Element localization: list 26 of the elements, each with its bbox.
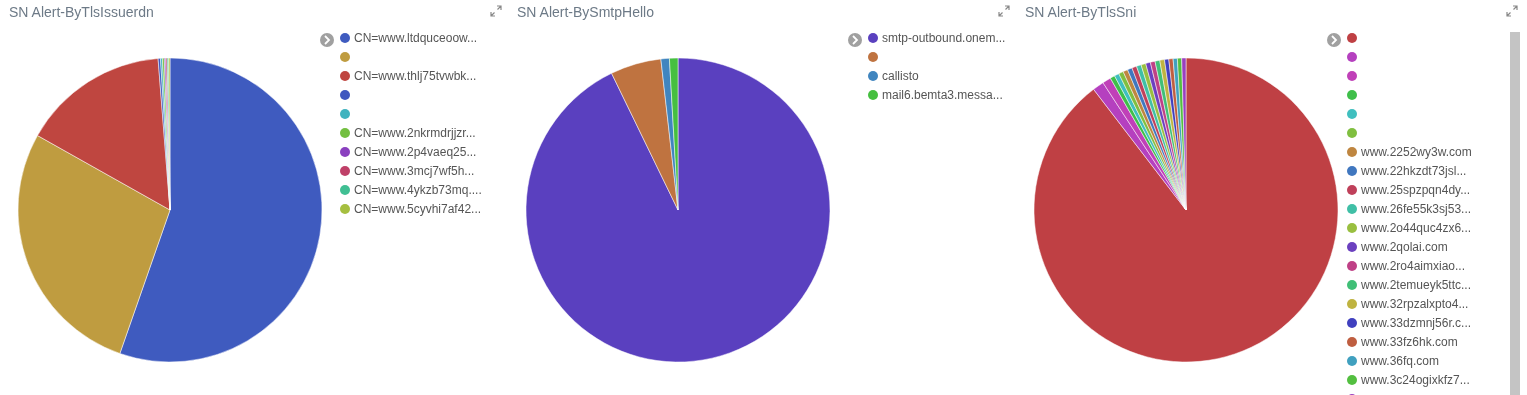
- legend-label: CN=www.2nkrmdrjjzr...: [354, 126, 476, 140]
- legend-label: CN=www.ltdquceoow...: [354, 31, 478, 45]
- legend-label: www.2temueyk5ttc...: [1360, 278, 1472, 292]
- legend-label: www.2o44quc4zx6...: [1360, 221, 1472, 235]
- legend-label: www.2252wy3w.com: [1360, 145, 1472, 159]
- legend-label: smtp-outbound.onem...: [882, 31, 1006, 45]
- legend-label: www.3c24ogixkfz7...: [1360, 373, 1470, 387]
- legend-label: CN=www.2p4vaeq25...: [354, 145, 477, 159]
- legend-label: www.33dzmnj56r.c...: [1360, 316, 1472, 330]
- legend-label: CN=www.4ykzb73mq....: [354, 183, 482, 197]
- legend-label: mail6.bemta3.messa...: [882, 88, 1003, 102]
- legend-label: CN=www.5cyvhi7af42...: [354, 202, 482, 216]
- legend-label: CN=www.3mcj7wf5h...: [354, 164, 475, 178]
- legend-label: www.36fq.com: [1360, 354, 1440, 368]
- legend-label: www.26fe55k3sj53...: [1360, 202, 1472, 216]
- legend-label: www.2qolai.com: [1360, 240, 1448, 254]
- legend-label: www.25spzpqn4dy...: [1360, 183, 1471, 197]
- legend-label: www.2ro4aimxiao...: [1360, 259, 1466, 273]
- legend-label: callisto: [882, 69, 920, 83]
- legend-label: www.22hkzdt73jsl...: [1360, 164, 1467, 178]
- chart-title: SN Alert-BySmtpHello: [517, 4, 655, 20]
- legend-label: www.33fz6hk.com: [1360, 335, 1458, 349]
- chart-title: SN Alert-ByTlsIssuerdn: [9, 4, 154, 20]
- legend-label: CN=www.thlj75tvwbk...: [354, 69, 477, 83]
- chart-title: SN Alert-ByTlsSni: [1025, 4, 1137, 20]
- legend-label: www.32rpzalxpto4...: [1360, 297, 1469, 311]
